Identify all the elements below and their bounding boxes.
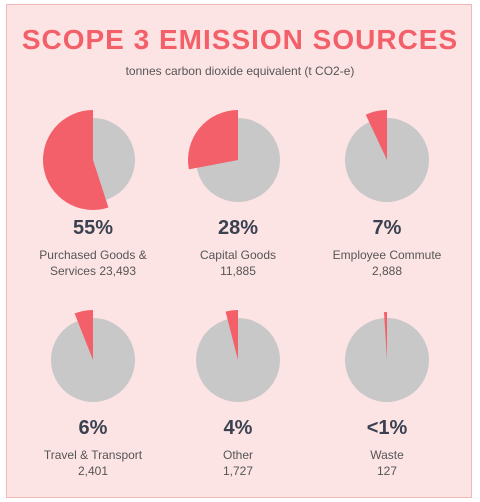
pie-chart: [345, 110, 429, 202]
pie-cell: 7% Employee Commute 2,888: [312, 105, 462, 295]
pie-chart: [196, 310, 280, 402]
pie-chart: [42, 110, 135, 210]
percent-label: 7%: [372, 217, 402, 239]
percent-label: <1%: [366, 417, 408, 439]
category-value: 127: [376, 464, 398, 478]
pie-highlight-slice: [188, 110, 238, 170]
pie-cell: 55% Purchased Goods & Services 23,493: [18, 105, 168, 295]
pie-highlight-slice: [225, 310, 238, 360]
pie-cell: <1% Waste 127: [312, 305, 462, 495]
category-name: Capital Goods: [199, 248, 277, 262]
category-value: 1,727: [222, 464, 254, 478]
category-value: Services 23,493: [49, 264, 137, 278]
category-label: Employee Commute 2,888: [312, 247, 462, 279]
pie-chart: [51, 310, 135, 402]
pie-highlight-slice: [74, 310, 93, 360]
percent-label: 28%: [217, 217, 259, 239]
category-value: 2,888: [371, 264, 403, 278]
pie-highlight-slice: [383, 312, 387, 360]
pie-cell: 4% Other 1,727: [163, 305, 313, 495]
category-name: Waste: [370, 448, 404, 462]
category-name: Purchased Goods &: [39, 248, 147, 262]
infographic-panel: [6, 4, 472, 498]
pie-highlight-slice: [42, 110, 109, 210]
category-label: Purchased Goods & Services 23,493: [18, 247, 168, 279]
category-label: Travel & Transport 2,401: [18, 447, 168, 479]
pie-chart: [188, 110, 280, 202]
pie-chart: [345, 312, 429, 402]
chart-subtitle: tonnes carbon dioxide equivalent (t CO2-…: [125, 64, 355, 78]
category-name: Other: [222, 448, 253, 462]
category-name: Employee Commute: [332, 248, 442, 262]
category-value: 11,885: [220, 264, 256, 278]
percent-label: 55%: [72, 217, 114, 239]
percent-label: 6%: [78, 417, 108, 439]
pie-cell: 28% Capital Goods 11,885: [163, 105, 313, 295]
chart-title: SCOPE 3 EMISSION SOURCES: [21, 24, 459, 55]
category-name: Travel & Transport: [43, 448, 143, 462]
percent-label: 4%: [223, 417, 253, 439]
pie-highlight-slice: [365, 110, 387, 160]
pie-cell: 6% Travel & Transport 2,401: [18, 305, 168, 495]
category-value: 2,401: [77, 464, 109, 478]
category-label: Waste 127: [312, 447, 462, 479]
category-label: Other 1,727: [163, 447, 313, 479]
category-label: Capital Goods 11,885: [163, 247, 313, 279]
